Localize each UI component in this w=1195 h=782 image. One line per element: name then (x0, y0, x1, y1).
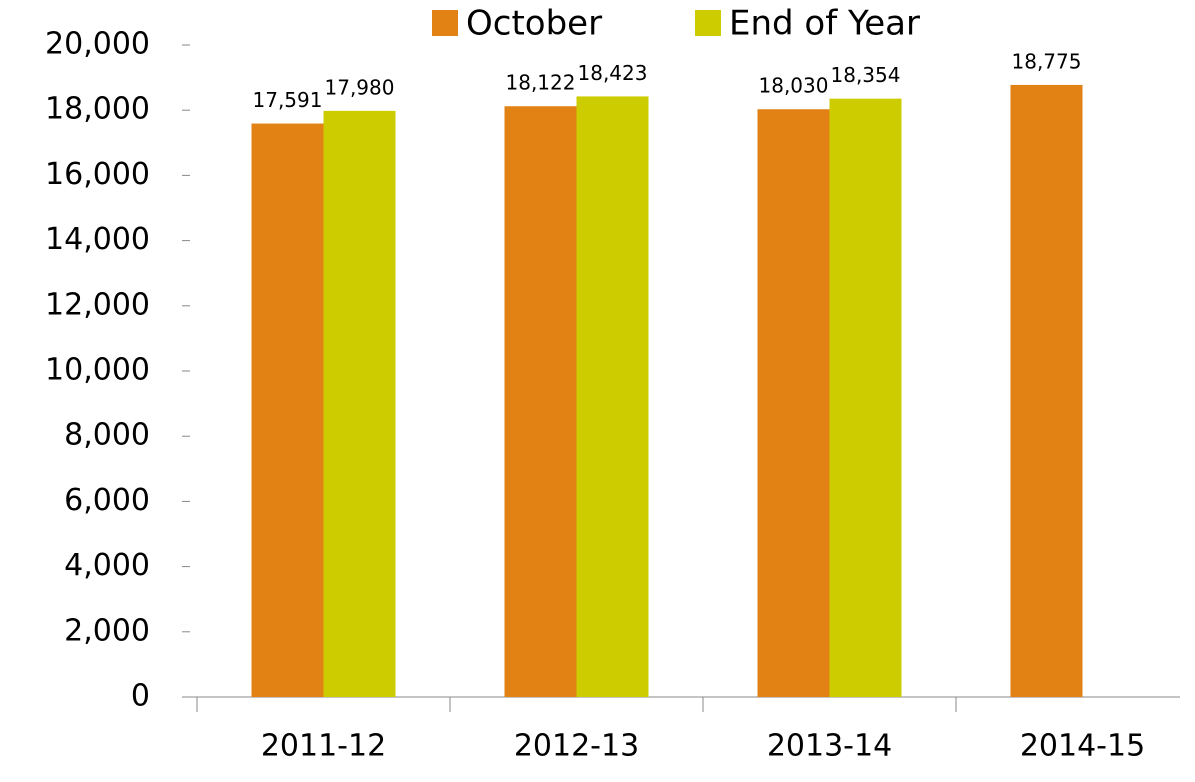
x-tick-label: 2014-15 (1020, 729, 1145, 764)
legend-label: October (466, 4, 602, 44)
bar (504, 106, 577, 698)
data-label: 18,775 (1012, 49, 1082, 73)
x-tick-label: 2013-14 (767, 729, 892, 764)
x-tick-label: 2012-13 (514, 729, 639, 764)
data-label: 18,354 (831, 63, 901, 87)
bar (829, 98, 902, 697)
bar (757, 109, 830, 698)
y-tick-label: 18,000 (45, 92, 150, 127)
y-tick-label: 6,000 (64, 483, 150, 518)
bar (1010, 84, 1083, 697)
data-label: 17,591 (253, 88, 323, 112)
legend-swatch (695, 10, 721, 36)
y-tick-label: 8,000 (64, 418, 150, 453)
bar (323, 110, 396, 698)
y-tick-label: 0 (131, 679, 150, 714)
data-label: 18,423 (578, 61, 648, 85)
data-label: 18,122 (506, 71, 576, 95)
legend-swatch (432, 10, 458, 36)
bar (251, 123, 324, 698)
bar (576, 96, 649, 697)
y-tick-label: 2,000 (64, 613, 150, 648)
y-tick-label: 10,000 (45, 353, 150, 388)
y-tick-label: 16,000 (45, 157, 150, 192)
x-tick-label: 2011-12 (261, 729, 386, 764)
data-label: 18,030 (759, 74, 829, 98)
legend-label: End of Year (729, 4, 920, 44)
data-label: 17,980 (325, 75, 395, 99)
y-tick-label: 20,000 (45, 27, 150, 62)
y-tick-label: 4,000 (64, 548, 150, 583)
y-tick-label: 14,000 (45, 222, 150, 257)
y-tick-label: 12,000 (45, 287, 150, 322)
